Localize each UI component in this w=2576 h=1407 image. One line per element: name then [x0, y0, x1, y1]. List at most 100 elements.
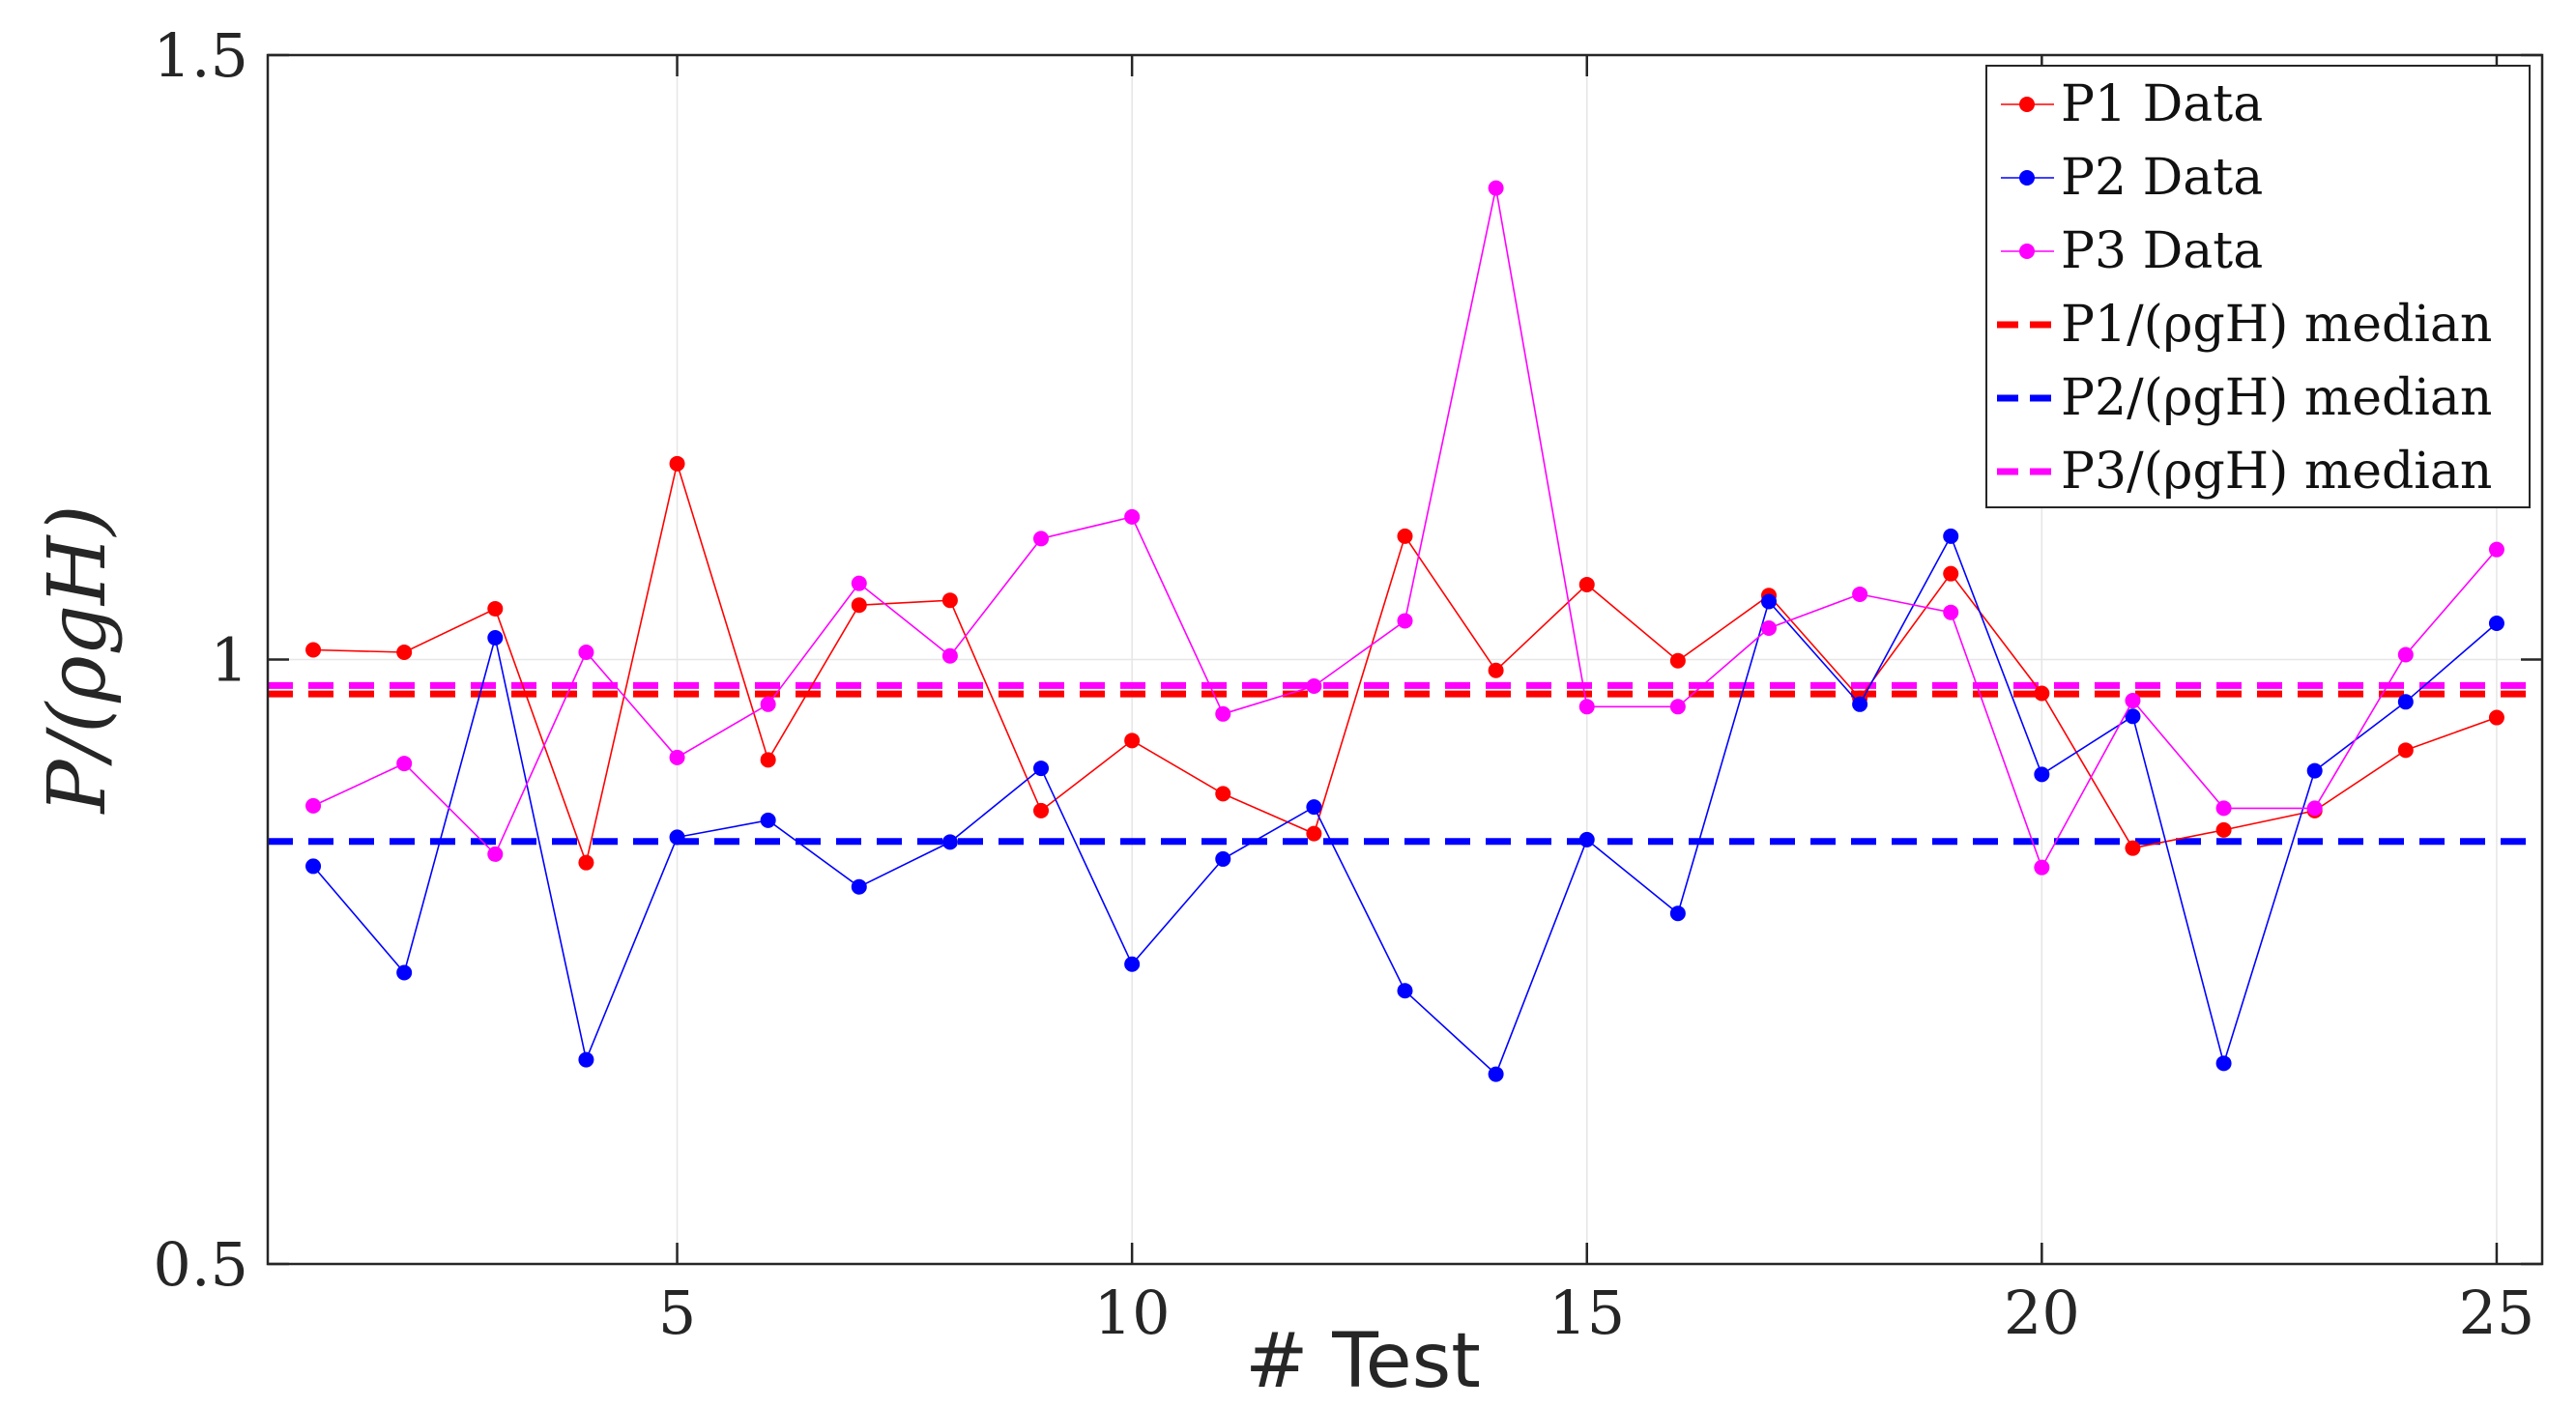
data-point-p1-14 [1488, 662, 1504, 678]
data-point-p2-22 [2215, 1055, 2232, 1072]
data-point-p1-3 [487, 600, 504, 617]
data-point-p1-5 [669, 455, 685, 472]
legend-label-6: P3/(ρgH) median [2061, 443, 2492, 501]
data-point-p1-4 [578, 854, 594, 871]
data-point-p3-5 [669, 749, 685, 765]
data-point-p3-3 [487, 846, 504, 862]
data-point-p3-24 [2397, 646, 2414, 663]
data-point-p2-1 [305, 858, 322, 875]
data-point-p2-13 [1397, 983, 1413, 999]
data-point-p1-16 [1669, 652, 1686, 669]
x-tick-label-15: 15 [1548, 1278, 1625, 1348]
data-point-p2-18 [1852, 696, 1868, 712]
data-point-p3-11 [1215, 705, 1231, 722]
legend-label-5: P2/(ρgH) median [2061, 369, 2492, 427]
data-point-p3-14 [1488, 180, 1504, 196]
y-tick-label-1.5: 1.5 [153, 20, 248, 91]
data-point-p3-21 [2125, 693, 2141, 709]
data-point-p2-23 [2306, 762, 2323, 779]
data-point-p3-10 [1124, 508, 1141, 525]
legend-label-4: P1/(ρgH) median [2061, 296, 2492, 354]
data-point-p3-18 [1852, 586, 1868, 602]
data-point-p1-2 [396, 644, 413, 660]
data-point-p3-16 [1669, 699, 1686, 715]
legend-entry-3: P3 Data [2001, 222, 2263, 280]
data-point-p2-12 [1306, 799, 1322, 816]
data-point-p2-21 [2125, 708, 2141, 725]
data-point-p3-22 [2215, 800, 2232, 817]
data-point-p2-2 [396, 964, 413, 981]
legend-entry-4: P1/(ρgH) median [1997, 296, 2492, 354]
legend-label-2: P2 Data [2061, 149, 2263, 207]
data-point-p2-24 [2397, 694, 2414, 710]
legend-entry-5: P2/(ρgH) median [1997, 369, 2492, 427]
data-point-p1-9 [1033, 802, 1050, 818]
data-point-p3-23 [2306, 800, 2323, 817]
data-point-p2-17 [1760, 593, 1777, 610]
x-tick-label-20: 20 [2004, 1278, 2080, 1348]
data-point-p1-20 [2034, 685, 2050, 702]
data-point-p3-7 [851, 575, 867, 591]
data-point-p3-20 [2034, 859, 2050, 876]
data-point-p2-9 [1033, 761, 1050, 777]
legend-entry-6: P3/(ρgH) median [1997, 443, 2492, 501]
data-point-p2-15 [1578, 831, 1595, 847]
data-point-p2-11 [1215, 850, 1231, 867]
data-point-p2-3 [487, 629, 504, 646]
series-p2 [305, 528, 2504, 1082]
data-point-p1-22 [2215, 821, 2232, 838]
data-point-p2-5 [669, 829, 685, 846]
legend-entry-1: P1 Data [2001, 75, 2263, 133]
data-point-p1-19 [1943, 565, 1959, 582]
data-point-p1-13 [1397, 528, 1413, 544]
data-point-p1-1 [305, 642, 322, 658]
legend-box [1985, 65, 2531, 508]
data-point-p1-6 [760, 752, 776, 768]
data-point-p3-9 [1033, 531, 1050, 547]
data-point-p2-8 [941, 834, 958, 850]
data-point-p1-8 [941, 592, 958, 609]
data-point-p2-4 [578, 1051, 594, 1068]
legend-marker-swatch-1 [2019, 97, 2035, 112]
data-point-p3-1 [305, 797, 322, 814]
data-point-p1-15 [1578, 576, 1595, 592]
data-point-p3-12 [1306, 678, 1322, 695]
legend-marker-swatch-2 [2019, 170, 2035, 186]
data-point-p1-10 [1124, 732, 1141, 749]
data-point-p2-25 [2488, 615, 2504, 631]
data-point-p2-7 [851, 878, 867, 895]
data-point-p2-16 [1669, 905, 1686, 922]
axis-ticks: 5 10 15 20 25 0.5 1 1.5 [153, 20, 2542, 1348]
data-point-p1-7 [851, 597, 867, 614]
data-point-p3-2 [396, 756, 413, 772]
data-point-p3-8 [941, 647, 958, 664]
data-point-p3-15 [1578, 699, 1595, 715]
data-point-p1-25 [2488, 709, 2504, 726]
x-tick-label-10: 10 [1094, 1278, 1171, 1348]
legend-entry-2: P2 Data [2001, 149, 2263, 207]
legend-label-3: P3 Data [2061, 222, 2263, 280]
data-point-p3-25 [2488, 541, 2504, 558]
data-point-p1-24 [2397, 742, 2414, 759]
data-point-p3-19 [1943, 604, 1959, 620]
data-point-p2-10 [1124, 956, 1141, 972]
legend: P1 Data P2 Data P3 Data P1/(ρgH) median P2/(… [1985, 65, 2531, 508]
data-point-p2-6 [760, 812, 776, 828]
data-point-p2-19 [1943, 528, 1959, 544]
y-tick-label-1: 1 [211, 625, 248, 696]
x-tick-label-5: 5 [658, 1278, 696, 1348]
median-lines [268, 681, 2542, 846]
legend-label-1: P1 Data [2061, 75, 2263, 133]
data-point-p1-21 [2125, 840, 2141, 856]
data-series [305, 180, 2504, 1082]
data-point-p3-17 [1760, 619, 1777, 636]
y-axis-label: P/(ρgH) [32, 505, 124, 816]
data-point-p3-4 [578, 644, 594, 660]
data-point-p2-14 [1488, 1066, 1504, 1082]
x-tick-label-25: 25 [2458, 1278, 2534, 1348]
x-axis-label: # Test [1245, 1318, 1481, 1405]
legend-marker-swatch-3 [2019, 244, 2035, 259]
data-point-p1-12 [1306, 825, 1322, 842]
data-point-p1-11 [1215, 786, 1231, 802]
